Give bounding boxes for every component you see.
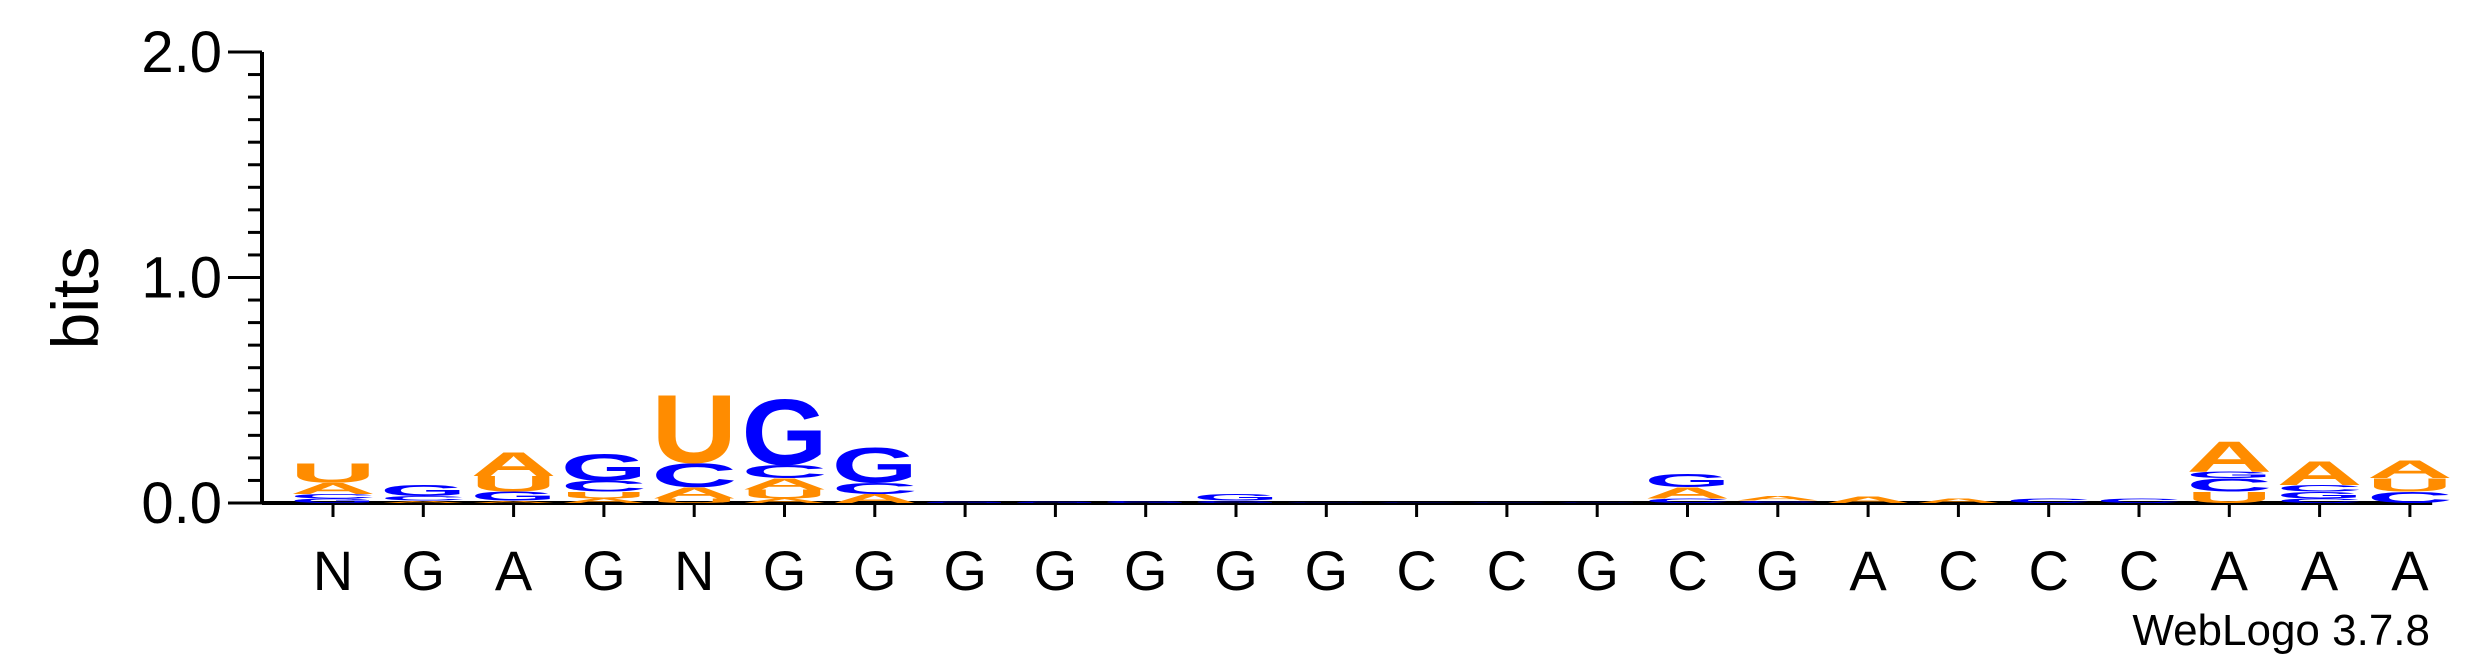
position-label: G bbox=[1214, 539, 1258, 602]
position-label: G bbox=[582, 539, 626, 602]
logo-letter: G bbox=[742, 379, 828, 484]
y-axis-label: bits bbox=[38, 247, 112, 350]
logo-letter: A bbox=[561, 497, 647, 504]
logo-letter: U bbox=[471, 472, 557, 497]
logo-letter: C bbox=[742, 461, 828, 482]
position-label: C bbox=[1396, 539, 1436, 602]
logo-letter: C bbox=[380, 495, 466, 502]
logo-letter: C bbox=[1374, 502, 1460, 503]
logo-letter: A bbox=[471, 500, 557, 503]
logo-letter: A bbox=[1825, 495, 1911, 505]
position-label: A bbox=[495, 539, 533, 602]
logo-letter: G bbox=[1193, 492, 1279, 503]
logo-letter: A bbox=[471, 445, 557, 484]
logo-letter: C bbox=[561, 478, 647, 496]
position-label: C bbox=[1487, 539, 1527, 602]
logo-letter: G bbox=[1012, 502, 1098, 504]
logo-letter: G bbox=[2277, 490, 2363, 501]
logo-letter: C bbox=[1735, 500, 1821, 503]
logo-letter: U bbox=[2186, 489, 2272, 507]
logo-letter: G bbox=[380, 482, 466, 499]
position-label: C bbox=[1938, 539, 1978, 602]
position-label: A bbox=[2211, 539, 2249, 602]
logo-letter: A bbox=[1915, 497, 2001, 504]
logo-letter: G bbox=[1645, 470, 1731, 491]
logo-letter: C bbox=[2277, 497, 2363, 504]
position-label: G bbox=[402, 539, 446, 602]
position-label: C bbox=[2028, 539, 2068, 602]
logo-letter: C bbox=[1645, 497, 1731, 504]
logo-letter: U bbox=[561, 490, 647, 500]
logo-letter: G bbox=[561, 447, 647, 489]
logo-letter: C bbox=[832, 480, 918, 498]
logo-letter: A bbox=[380, 500, 466, 503]
position-label: C bbox=[2119, 539, 2159, 602]
logo-letter: A bbox=[1645, 484, 1731, 502]
position-label: G bbox=[763, 539, 807, 602]
logo-letter: G bbox=[1103, 500, 1189, 504]
logo-letter: U bbox=[742, 487, 828, 501]
logo-letter: C bbox=[2277, 483, 2363, 493]
position-label: G bbox=[1124, 539, 1168, 602]
logo-letter: C bbox=[651, 456, 737, 495]
logo-letter: A bbox=[2186, 432, 2272, 481]
position-label: N bbox=[674, 539, 714, 602]
position-label: C bbox=[1667, 539, 1707, 602]
logo-letter: A bbox=[290, 480, 376, 498]
logo-letter: A bbox=[832, 492, 918, 506]
y-tick-label: 2.0 bbox=[141, 20, 222, 85]
y-axis: 0.0 1.0 2.0 bbox=[141, 20, 2433, 536]
logo-letter: U bbox=[651, 497, 737, 504]
logo-letter: A bbox=[651, 484, 737, 502]
logo-letter: C bbox=[2006, 497, 2092, 504]
logo-letter: A bbox=[2277, 454, 2363, 493]
logo-letter: A bbox=[2367, 456, 2453, 484]
logo-letter: U bbox=[290, 458, 376, 489]
position-label: G bbox=[1305, 539, 1349, 602]
logo-letter: A bbox=[1735, 495, 1821, 502]
position-label: G bbox=[1034, 539, 1078, 602]
position-label: G bbox=[1756, 539, 1800, 602]
logo-letter: C bbox=[2096, 497, 2182, 504]
logo-letter: A bbox=[742, 497, 828, 504]
position-label: G bbox=[943, 539, 987, 602]
logo-letter: C bbox=[2186, 475, 2272, 496]
logo-letter: G bbox=[290, 497, 376, 504]
logo-letter: G bbox=[471, 489, 557, 503]
logo-letter: G bbox=[832, 438, 918, 494]
logo-letter: U bbox=[651, 376, 737, 484]
position-label: G bbox=[1575, 539, 1619, 602]
logo-letter: G bbox=[2186, 470, 2272, 481]
logo-letter: U bbox=[2367, 475, 2453, 496]
position-label: A bbox=[2391, 539, 2429, 602]
weblogo-credit: WebLogo 3.7.8 bbox=[2132, 606, 2430, 655]
logo-letter: G bbox=[1283, 502, 1369, 503]
logo-letter: G bbox=[1554, 502, 1640, 503]
logo-letter: G bbox=[922, 502, 1008, 504]
y-tick-label: 0.0 bbox=[141, 471, 222, 536]
logo-letter: G bbox=[1193, 500, 1279, 504]
position-label: N bbox=[313, 539, 353, 602]
logo-letter: C bbox=[2367, 489, 2453, 507]
logo-letter: C bbox=[290, 493, 376, 500]
logo-letter: A bbox=[742, 475, 828, 493]
position-label: A bbox=[1849, 539, 1887, 602]
y-tick-label: 1.0 bbox=[141, 246, 222, 311]
position-label: G bbox=[853, 539, 897, 602]
position-label: A bbox=[2301, 539, 2339, 602]
logo-letter: C bbox=[1464, 502, 1550, 503]
